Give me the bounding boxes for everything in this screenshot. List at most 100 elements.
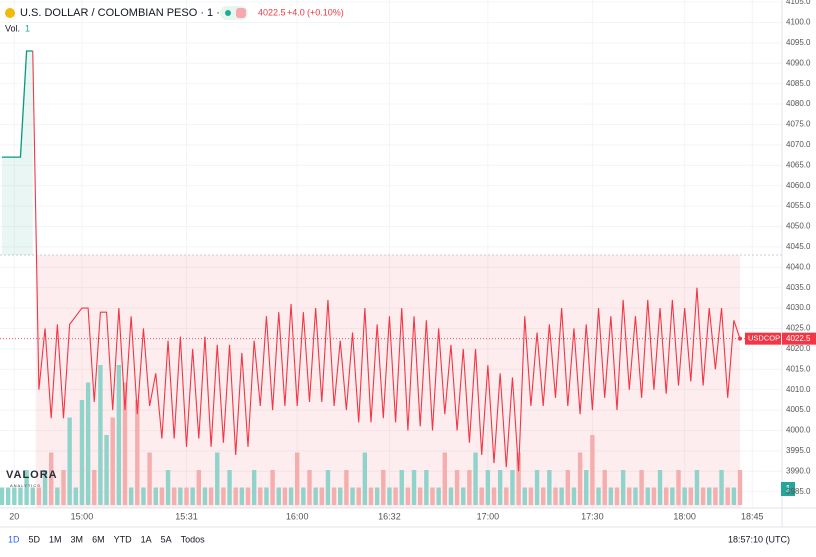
volume-bar	[301, 487, 306, 505]
volume-bar	[577, 452, 583, 505]
volume-bar	[350, 487, 355, 505]
volume-bar	[553, 487, 558, 505]
volume-bar	[461, 487, 466, 505]
volume-bar	[49, 452, 54, 505]
volume-badge	[781, 482, 795, 496]
volume-bar	[504, 487, 509, 505]
volume-bar	[571, 487, 577, 505]
volume-bar	[24, 470, 29, 505]
volume-bar	[731, 487, 737, 505]
volume-bar	[116, 365, 122, 505]
y-tick-label: 3985.0	[786, 487, 811, 496]
range-button[interactable]: 3M	[71, 534, 84, 544]
volume-bar	[73, 487, 78, 505]
price-tag-bg	[782, 332, 816, 345]
volume-bar	[172, 487, 177, 505]
plot-back	[0, 0, 782, 508]
x-tick-label: 15:00	[71, 511, 94, 521]
y-tick-label: 4030.0	[786, 303, 811, 312]
volume-bar	[418, 487, 423, 505]
price: 4022.5	[258, 7, 286, 17]
volume-bar	[110, 417, 115, 505]
y-tick-label: 4050.0	[786, 222, 811, 231]
volume-bar	[55, 487, 60, 505]
volume-bar	[424, 470, 429, 505]
volume-bar	[645, 487, 650, 505]
volume-bar	[534, 470, 540, 505]
y-tick-label: 4015.0	[786, 364, 811, 373]
symbol: U.S. DOLLAR / COLOMBIAN PESO · 1 · ICE	[20, 7, 241, 19]
volume-bar	[688, 487, 693, 505]
x-tick-label: 17:30	[581, 511, 604, 521]
range-button[interactable]: 5A	[161, 534, 172, 544]
volume-bar	[541, 487, 546, 505]
volume-bar	[276, 487, 281, 505]
below-area	[35, 255, 740, 508]
y-tick-label: 4080.0	[786, 99, 811, 108]
volume-bar	[491, 487, 497, 505]
volume-bar	[42, 470, 48, 505]
volume-bar	[245, 487, 251, 505]
volume-bar	[719, 470, 724, 505]
y-tick-label: 4005.0	[786, 405, 811, 414]
volume-bar	[221, 487, 226, 505]
volume-bar	[98, 365, 103, 505]
volume-bar	[670, 487, 675, 505]
range-button[interactable]: 1D	[8, 534, 20, 544]
x-tick-label: 18:00	[673, 511, 696, 521]
clock: 18:57:10 (UTC)	[728, 534, 790, 544]
change-pct: (+0.10%)	[307, 7, 344, 17]
range-button[interactable]: 5D	[29, 534, 41, 544]
x-tick-label: 20	[9, 511, 19, 521]
volume-bar	[190, 487, 195, 505]
volume-bar	[227, 470, 232, 505]
volume-bar	[682, 487, 687, 505]
volume-bar	[676, 470, 681, 505]
volume-bar	[104, 435, 109, 505]
y-tick-label: 4040.0	[786, 262, 811, 271]
volume-bar	[264, 487, 269, 505]
volume-bar	[295, 452, 300, 505]
x-tick-label: 16:00	[286, 511, 309, 521]
price-tag-symbol: USDCOP	[748, 334, 780, 343]
volume-bar	[485, 470, 491, 505]
volume-bar	[85, 382, 91, 505]
range-button[interactable]: Todos	[181, 534, 206, 544]
volume-bar	[657, 470, 663, 505]
change: +4.0	[287, 7, 305, 17]
above-area	[2, 51, 33, 256]
volume-bar	[700, 487, 706, 505]
range-bar: 18:57:10 (UTC) 1D 5D 1M 3M 6M YTD 1A 5A Todos	[8, 534, 790, 544]
range-button[interactable]: 1M	[49, 534, 62, 544]
volume-bar	[497, 470, 503, 505]
volume-bar	[590, 435, 595, 505]
header: U.S. DOLLAR / COLOMBIAN PESO · 1 · ICE 4…	[5, 6, 344, 33]
volume-bar	[251, 470, 257, 505]
volume-bar	[627, 487, 632, 505]
volume-bar	[467, 470, 472, 505]
x-tick-label: 15:31	[175, 511, 198, 521]
volume-bar	[430, 487, 435, 505]
volume-bar	[165, 470, 171, 505]
y-tick-label: 4055.0	[786, 201, 811, 210]
volume-bar	[18, 487, 23, 505]
volume-bar	[67, 417, 72, 505]
volume-bar	[196, 470, 201, 505]
range-button[interactable]: YTD	[114, 534, 133, 544]
range-button[interactable]: 6M	[92, 534, 105, 544]
y-tick-label: 4085.0	[786, 79, 811, 88]
range-button[interactable]: 1A	[141, 534, 152, 544]
volume-bar	[307, 470, 312, 505]
volume-bar	[61, 470, 66, 505]
volume-bar	[239, 487, 245, 505]
volume-bar	[36, 487, 42, 505]
y-tick-label: 4100.0	[786, 18, 811, 27]
y-tick-label: 4105.0	[786, 0, 811, 6]
volume-bar	[344, 470, 349, 505]
logo-name: VALORA	[6, 469, 58, 481]
volume-bar	[159, 487, 165, 505]
volume-bar	[288, 487, 294, 505]
x-tick-label: 18:45	[741, 511, 764, 521]
